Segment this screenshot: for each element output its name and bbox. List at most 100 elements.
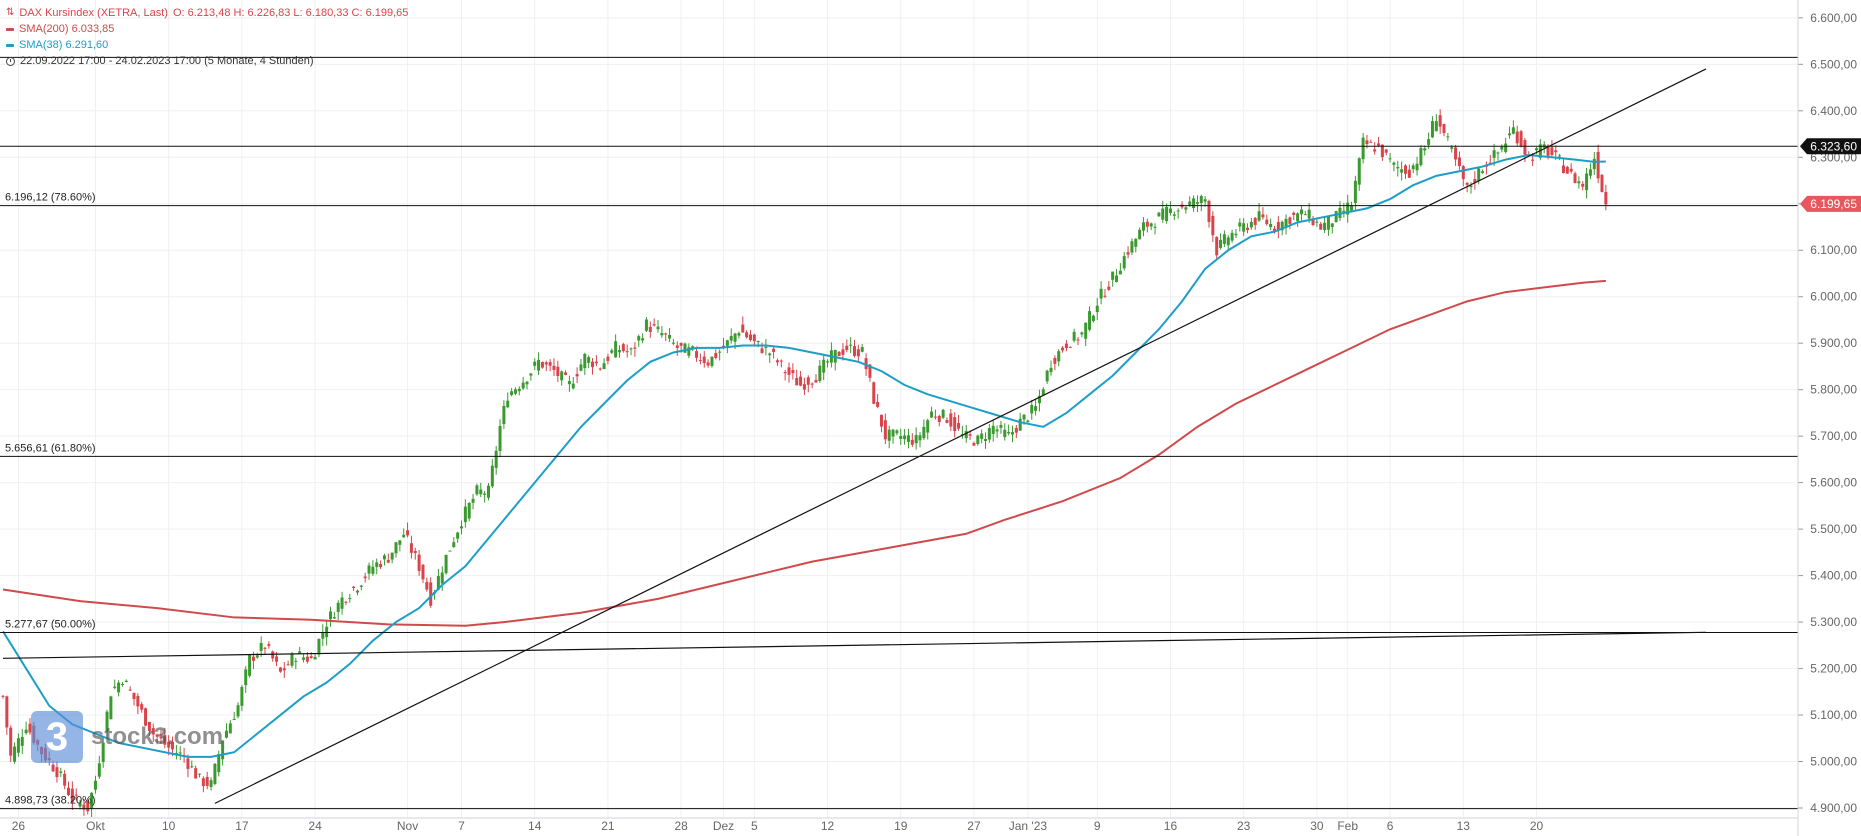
- candle-body: [117, 682, 121, 693]
- candle-body: [1454, 147, 1458, 160]
- candle-body: [1057, 351, 1061, 362]
- candle-body: [1373, 149, 1377, 152]
- candle-body: [571, 383, 575, 389]
- candle-body: [402, 534, 406, 538]
- candle-body: [1500, 146, 1504, 150]
- candle-body: [13, 746, 17, 762]
- candle-body: [55, 767, 59, 778]
- candle-body: [1346, 202, 1350, 215]
- candle-body: [1477, 168, 1481, 181]
- x-tick-label: 28: [674, 819, 688, 833]
- candle-body: [1357, 158, 1361, 185]
- x-tick-label: 12: [821, 819, 835, 833]
- candle-body: [614, 341, 618, 358]
- legend-sma200-label: SMA(200) 6.033,85: [19, 23, 115, 35]
- candle-body: [1122, 256, 1126, 269]
- candle-body: [879, 414, 883, 427]
- candle-body: [637, 336, 641, 341]
- candle-body: [937, 415, 941, 422]
- candle-body: [1242, 223, 1246, 232]
- candle-body: [9, 727, 13, 756]
- legend-period: 22.09.2022 17:00 - 24.02.2023 17:00 (5 M…: [6, 53, 408, 69]
- candle-body: [1423, 148, 1427, 151]
- candle-body: [972, 443, 976, 446]
- y-tick-label: 5.500,00: [1810, 522, 1857, 536]
- candle-body: [1026, 420, 1030, 422]
- candle-body: [78, 802, 82, 807]
- candle-body: [1184, 207, 1188, 210]
- candle-body: [1604, 191, 1608, 205]
- candle-body: [163, 735, 167, 745]
- candle-body: [90, 792, 94, 809]
- candle-body: [1461, 166, 1465, 180]
- candle-body: [1334, 211, 1338, 223]
- fib-level-label: 5.656,61 (61.80%): [5, 442, 96, 454]
- candle-body: [128, 689, 132, 691]
- candle-body: [752, 334, 756, 342]
- candle-body: [1111, 271, 1115, 280]
- x-tick-label: 27: [967, 819, 981, 833]
- candle-body: [1261, 214, 1265, 218]
- candle-body: [748, 334, 752, 341]
- candle-body: [1246, 227, 1250, 231]
- candle-body: [1303, 214, 1307, 216]
- candle-body: [1007, 431, 1011, 434]
- candle-body: [583, 353, 587, 369]
- candle-body: [1496, 152, 1500, 154]
- candle-body: [313, 656, 317, 660]
- candle-body: [1084, 322, 1088, 339]
- candle-body: [1384, 149, 1388, 153]
- candle-body: [810, 383, 814, 385]
- candle-body: [1577, 181, 1581, 184]
- candle-body: [610, 350, 614, 353]
- candle-body: [1596, 151, 1600, 179]
- trendline: [214, 68, 1707, 804]
- candle-body: [652, 324, 656, 326]
- candle-body: [903, 435, 907, 440]
- candle-body: [1442, 123, 1446, 134]
- candle-body: [910, 439, 914, 445]
- candle-body: [1446, 136, 1450, 138]
- x-tick-label: 23: [1237, 819, 1251, 833]
- candle-body: [883, 420, 887, 440]
- x-tick-label: Feb: [1337, 819, 1358, 833]
- chart-legend: ⇅ DAX Kursindex (XETRA, Last) O: 6.213,4…: [6, 5, 408, 69]
- candle-body: [544, 362, 548, 365]
- candle-body: [679, 342, 683, 346]
- candle-body: [1207, 200, 1211, 222]
- candle-body: [533, 361, 537, 366]
- candle-body: [664, 333, 668, 335]
- x-tick-label: 6: [1387, 819, 1394, 833]
- candle-body: [1430, 121, 1434, 138]
- candle-body: [644, 319, 648, 331]
- x-tick-label: 26: [12, 819, 26, 833]
- candle-body: [957, 423, 961, 429]
- candle-body: [290, 653, 294, 666]
- candle-body: [340, 597, 344, 609]
- candle-body: [1226, 237, 1230, 246]
- candle-body: [1138, 229, 1142, 240]
- candle-body: [779, 360, 783, 362]
- candle-body: [714, 352, 718, 359]
- candle-body: [733, 333, 737, 342]
- candle-body: [348, 598, 352, 600]
- candle-body: [560, 371, 564, 381]
- candle-body: [463, 506, 467, 523]
- candle-body: [849, 344, 853, 346]
- candle-body: [332, 617, 336, 619]
- candle-body: [20, 736, 24, 746]
- x-tick-label: 13: [1457, 819, 1471, 833]
- candle-body: [325, 626, 329, 638]
- x-tick-label: 5: [751, 819, 758, 833]
- candle-body: [1234, 233, 1238, 236]
- candle-body: [93, 780, 97, 790]
- candle-body: [856, 349, 860, 357]
- candle-body: [494, 450, 498, 468]
- candle-body: [710, 356, 714, 366]
- candle-body: [868, 364, 872, 378]
- candle-body: [236, 705, 240, 717]
- candle-body: [641, 338, 645, 341]
- candle-body: [741, 324, 745, 333]
- candle-body: [409, 543, 413, 553]
